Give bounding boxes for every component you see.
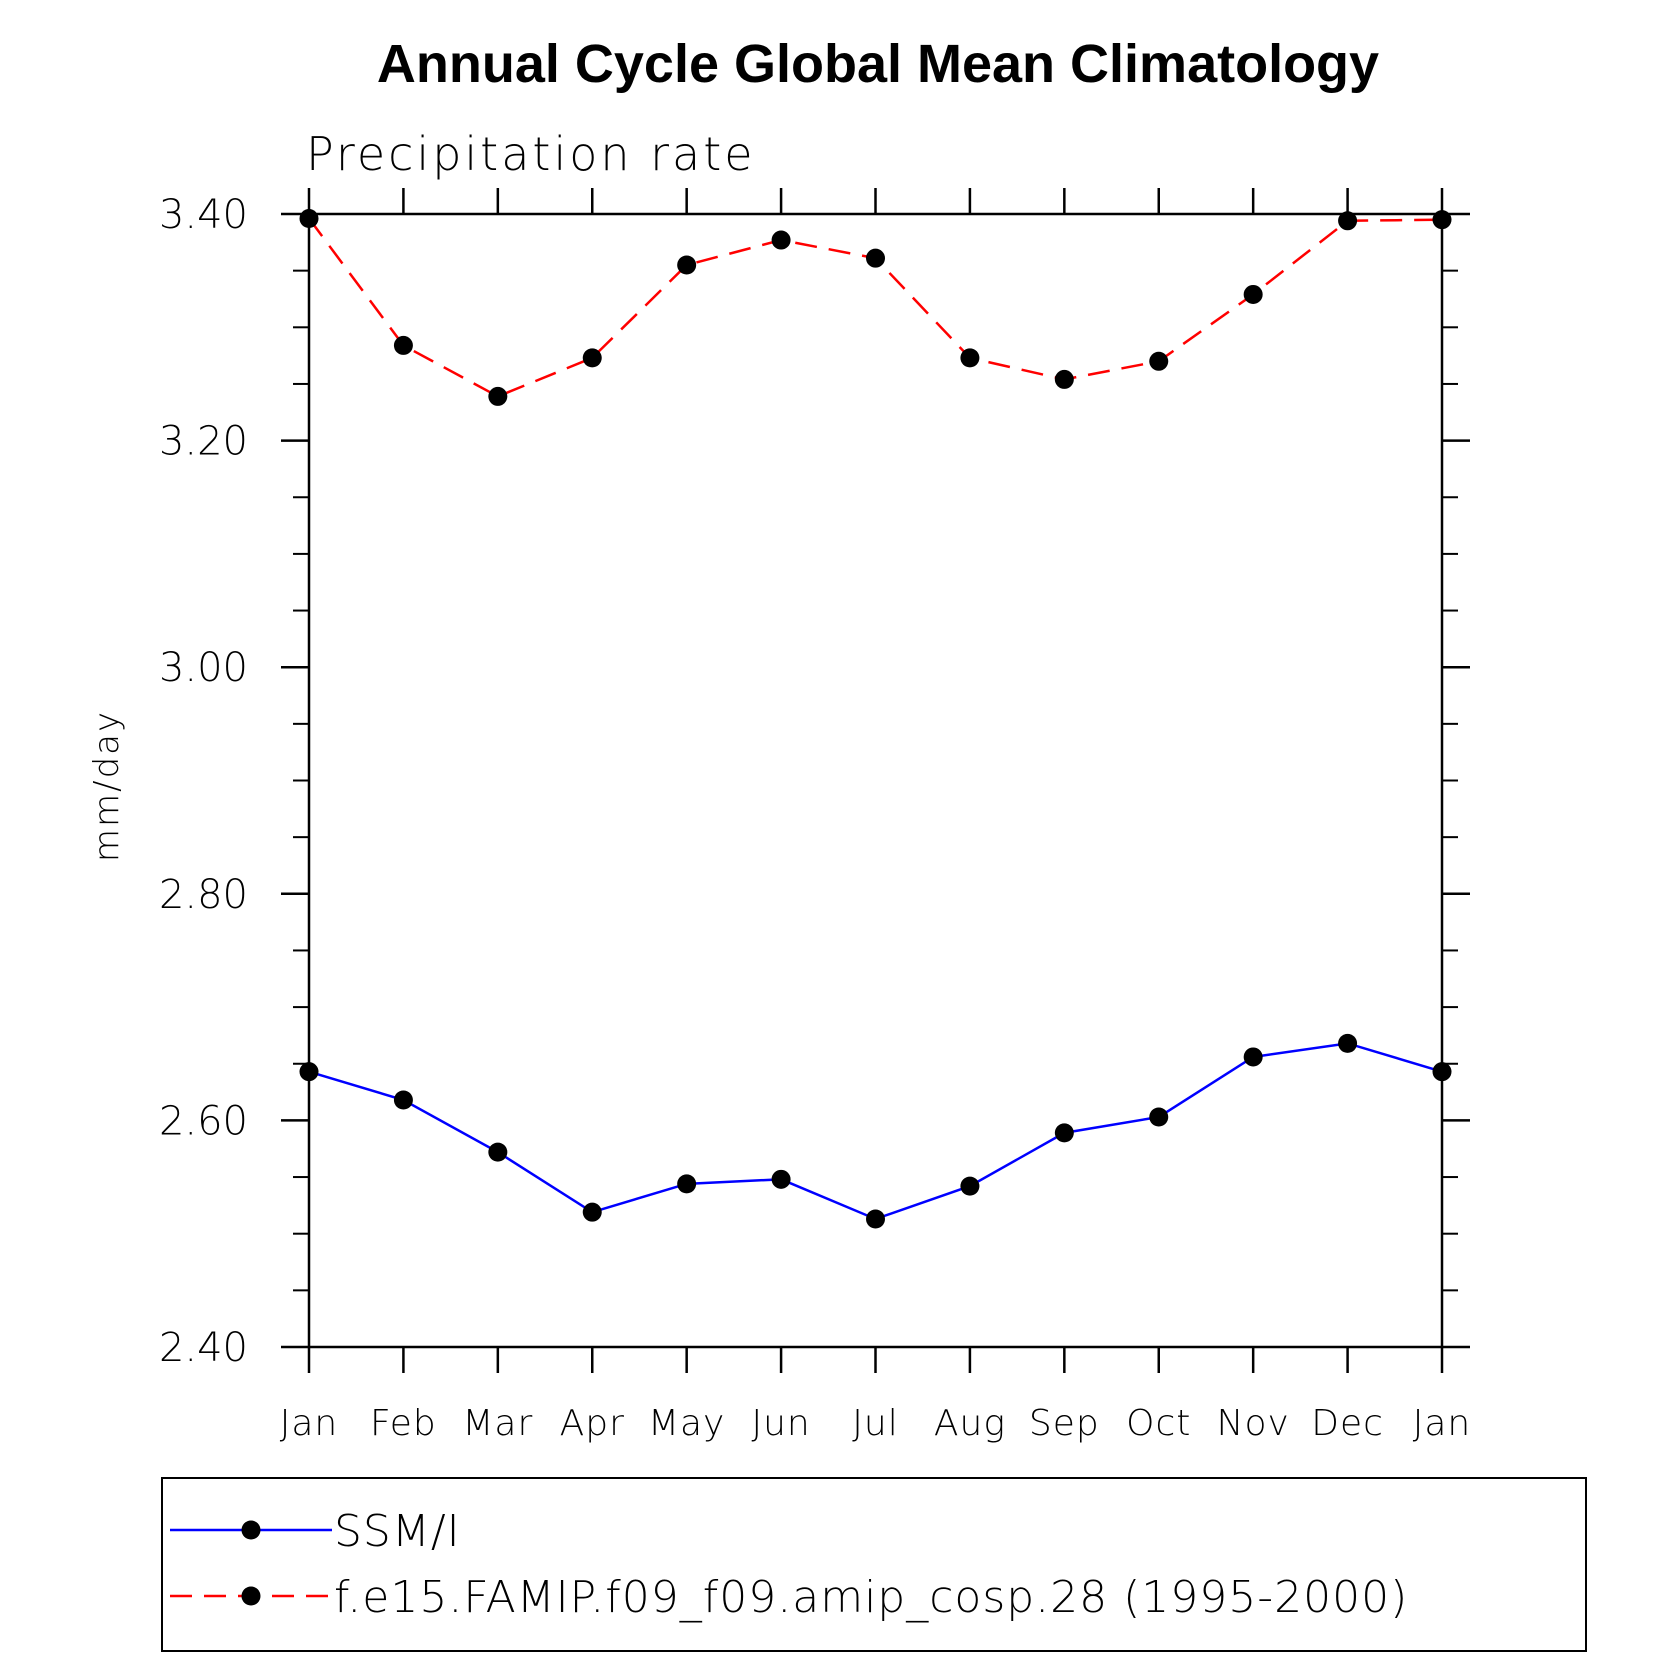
series-1 (299, 209, 1452, 406)
x-tick-label: Jun (751, 1403, 810, 1444)
legend-entry: f.e15.FAMIP.f09_f09.amip_cosp.28 (1995-2… (170, 1572, 1408, 1623)
data-point (677, 255, 697, 275)
axis-ticks (281, 188, 1470, 1373)
x-tick-label: Feb (370, 1403, 437, 1444)
data-point (1054, 369, 1074, 389)
series-line (307, 217, 1443, 398)
x-tick-label: Oct (1126, 1403, 1191, 1444)
legend-marker (241, 1586, 261, 1606)
data-point (299, 209, 319, 229)
legend-label: f.e15.FAMIP.f09_f09.amip_cosp.28 (1995-2… (334, 1572, 1408, 1623)
y-tick-label: 3.40 (159, 192, 248, 238)
legend-box (161, 1477, 1587, 1652)
y-axis-label: mm/day (87, 710, 127, 862)
x-tick-label: Jul (852, 1403, 898, 1444)
x-tick-label: May (648, 1403, 725, 1444)
x-tick-label: Jan (280, 1403, 339, 1444)
data-point (1432, 210, 1452, 230)
data-point (488, 386, 508, 406)
y-tick-label: 3.20 (159, 419, 248, 465)
plot-frame (307, 212, 1444, 1349)
y-tick-label: 2.40 (159, 1325, 248, 1371)
legend-marker (241, 1520, 261, 1540)
x-tick-labels: Jan Feb Mar Apr May Jun Jul Aug Sep Oct Nov Dec Jan (280, 1403, 1472, 1444)
data-point (1243, 284, 1263, 304)
data-point (488, 1142, 508, 1162)
chart-title: Annual Cycle Global Mean Climatology (377, 34, 1379, 94)
series-0 (299, 1033, 1452, 1229)
data-point (1149, 1107, 1169, 1127)
chart-subtitle: Precipitation rate (306, 127, 756, 181)
series-layer (299, 209, 1452, 1229)
legend-entries: SSM/I f.e15.FAMIP.f09_f09.amip_cosp.28 (1… (170, 1506, 1408, 1623)
x-tick-label: Sep (1029, 1403, 1100, 1444)
x-tick-label: Jan (1413, 1403, 1472, 1444)
data-point (1338, 211, 1358, 231)
data-point (960, 348, 980, 368)
data-point (1054, 1123, 1074, 1143)
y-tick-label: 3.00 (159, 645, 248, 691)
data-point (1338, 1033, 1358, 1053)
data-point (393, 335, 413, 355)
x-tick-label: Nov (1217, 1403, 1290, 1444)
y-tick-labels: 2.40 2.60 2.80 3.00 3.20 3.40 (159, 192, 248, 1371)
x-tick-label: Mar (462, 1403, 533, 1444)
x-tick-label: Dec (1311, 1403, 1384, 1444)
data-point (1149, 351, 1169, 371)
series-line (308, 1042, 1443, 1221)
data-point (582, 348, 602, 368)
data-point (1243, 1047, 1263, 1067)
legend-entry: SSM/I (170, 1506, 461, 1557)
data-point (771, 1169, 791, 1189)
data-point (677, 1174, 697, 1194)
x-tick-label: Aug (934, 1403, 1006, 1444)
data-point (771, 230, 791, 250)
data-point (866, 248, 885, 268)
data-point (299, 1062, 319, 1082)
y-tick-label: 2.80 (159, 872, 248, 918)
legend: SSM/I f.e15.FAMIP.f09_f09.amip_cosp.28 (1… (161, 1477, 1587, 1652)
data-point (960, 1176, 980, 1196)
y-tick-label: 2.60 (159, 1098, 248, 1144)
data-point (1432, 1062, 1452, 1082)
legend-label: SSM/I (334, 1506, 461, 1557)
data-point (393, 1090, 413, 1110)
data-point (582, 1202, 602, 1222)
data-point (866, 1209, 885, 1229)
x-tick-label: Apr (560, 1403, 625, 1444)
